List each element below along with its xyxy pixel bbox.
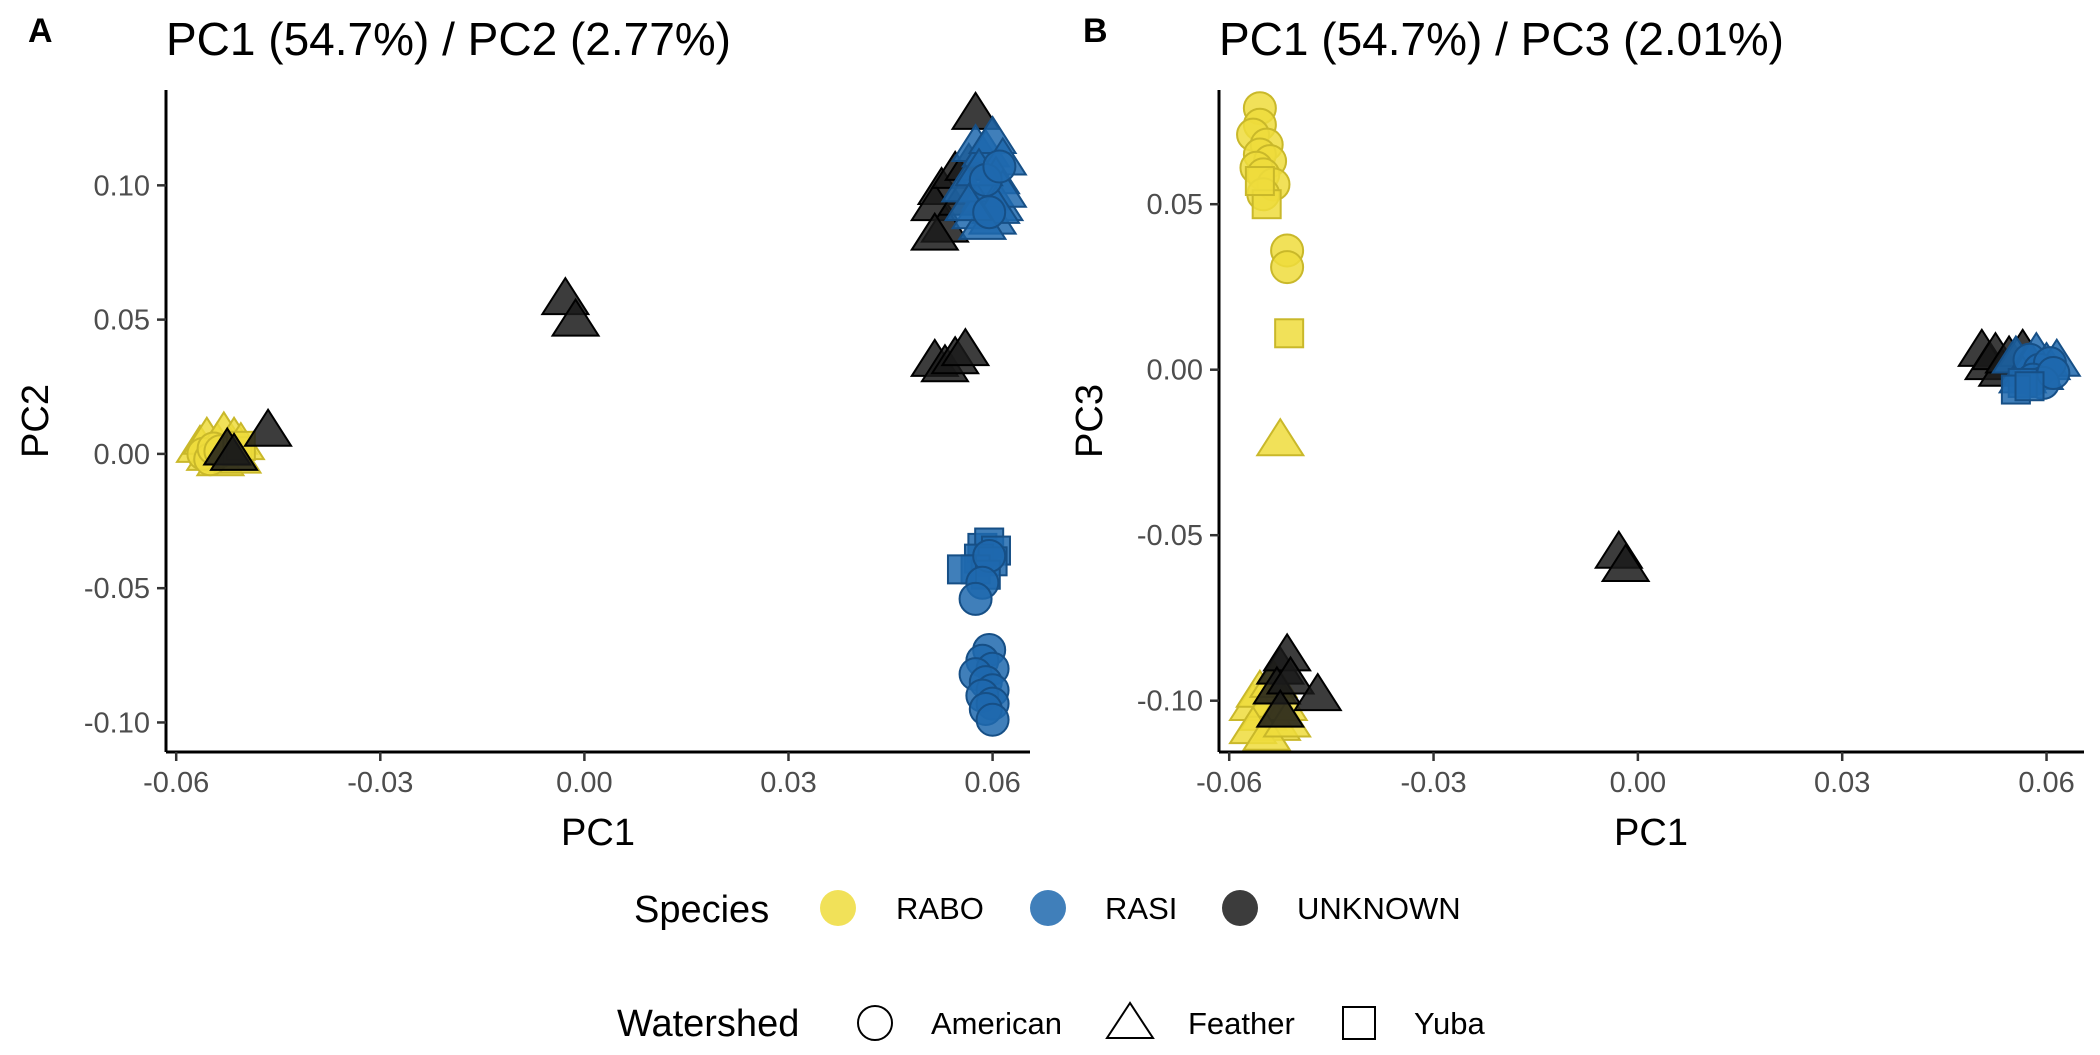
panel-a-label: A xyxy=(28,12,53,50)
legend-label-yuba: Yuba xyxy=(1414,1006,1485,1041)
panel-b-y-axis-label: PC3 xyxy=(1069,384,1111,458)
panel-b-point-unknown-triangle xyxy=(1255,688,1306,728)
legend-label-rasi: RASI xyxy=(1105,891,1177,926)
panel-a-title: PC1 (54.7%) / PC2 (2.77%) xyxy=(166,13,731,65)
panel-a-x-tick-label: 0.00 xyxy=(556,767,612,799)
panel-b-point-rabo-circle xyxy=(1270,250,1305,285)
panel-a-point-rasi-circle xyxy=(982,149,1017,184)
panel-a-point-rasi-circle xyxy=(975,702,1010,737)
panel-a-point-rasi-square xyxy=(946,554,977,585)
panel-b-y-tick-label: -0.10 xyxy=(1137,686,1203,718)
panel-b-y-tick-label: -0.05 xyxy=(1137,520,1203,552)
panel-a-y-tick-label: 0.05 xyxy=(94,305,150,337)
panel-a-x-tick-label: -0.06 xyxy=(143,767,209,799)
panel-b-x-tick-label: 0.03 xyxy=(1814,767,1870,799)
legend-label-feather: Feather xyxy=(1188,1006,1295,1041)
panel-a-y-axis-label: PC2 xyxy=(15,384,57,458)
panel-a-axes: -0.06 -0.03 0.00 0.03 0.06 -0.10 -0.05 0.00 0.05… xyxy=(84,90,1030,799)
panel-a-point-rasi-circle xyxy=(958,581,993,616)
panel-a-y-tick-label: -0.05 xyxy=(84,573,150,605)
panel-a-x-axis-label: PC1 xyxy=(561,812,635,854)
panel-b-point-unknown-triangle xyxy=(1265,655,1316,695)
legend-watershed-title: Watershed xyxy=(617,1003,799,1045)
legend-label-rabo: RABO xyxy=(896,891,984,926)
panel-a-x-tick-label: 0.03 xyxy=(760,767,816,799)
panel-a-point-unknown-triangle xyxy=(209,432,259,471)
legend-watershed: Watershed American Feather Yuba xyxy=(617,1001,1485,1045)
panel-b-y-tick-label: 0.00 xyxy=(1147,355,1203,387)
panel-b-x-axis-label: PC1 xyxy=(1614,812,1688,854)
panel-a: A PC1 (54.7%) / PC2 (2.77%) -0.06 -0.03 0.… xyxy=(15,12,1030,854)
panel-a-y-tick-label: 0.00 xyxy=(94,439,150,471)
panel-a-point-unknown-triangle xyxy=(550,297,601,337)
panel-a-x-tick-label: -0.03 xyxy=(347,767,413,799)
legend-swatch-rabo xyxy=(820,890,856,926)
legend-label-unknown: UNKNOWN xyxy=(1297,891,1461,926)
panel-b-point-unknown-triangle xyxy=(1292,672,1343,712)
panel-b-x-tick-label: -0.03 xyxy=(1400,767,1466,799)
panel-b-point-rabo-square xyxy=(1274,318,1305,349)
legend-species-title: Species xyxy=(634,889,769,931)
triangle-shape-icon xyxy=(1105,1001,1155,1039)
panel-b-point-rabo-triangle xyxy=(1255,417,1306,457)
panel-b-title: PC1 (54.7%) / PC3 (2.01%) xyxy=(1219,13,1784,65)
panel-b-marks xyxy=(1228,91,2082,751)
panel-a-point-unknown-triangle xyxy=(243,407,293,447)
panel-a-y-tick-label: -0.10 xyxy=(84,707,150,739)
panel-a-point-unknown-triangle xyxy=(940,327,991,367)
panel-b-point-rabo-square xyxy=(1244,166,1275,197)
panel-a-point-rasi-circle xyxy=(972,195,1007,230)
panel-b-label: B xyxy=(1083,12,1108,50)
legend-species: Species RABO RASI UNKNOWN xyxy=(634,889,1461,931)
panel-b-point-unknown-triangle xyxy=(1600,543,1651,582)
panel-b-x-tick-label: 0.06 xyxy=(2018,767,2074,799)
panel-b-x-tick-label: -0.06 xyxy=(1196,767,1262,799)
legend-swatch-rasi xyxy=(1030,890,1066,926)
panel-b-x-tick-label: 0.00 xyxy=(1610,767,1666,799)
circle-shape-icon xyxy=(857,1005,893,1041)
panel-a-point-unknown-triangle xyxy=(909,211,960,251)
panel-b-point-rasi-square xyxy=(2014,371,2045,402)
panel-a-y-tick-label: 0.10 xyxy=(94,170,150,202)
legend-swatch-unknown xyxy=(1222,890,1258,926)
panel-b: B PC1 (54.7%) / PC3 (2.01%) -0.06 -0.03 0.… xyxy=(1069,12,2084,854)
panel-a-marks xyxy=(175,90,1028,737)
legend-label-american: American xyxy=(931,1006,1062,1041)
panel-a-x-tick-label: 0.06 xyxy=(964,767,1020,799)
panel-b-y-tick-label: 0.05 xyxy=(1147,189,1203,221)
square-shape-icon xyxy=(1342,1006,1376,1040)
panel-b-axes: -0.06 -0.03 0.00 0.03 0.06 -0.10 -0.05 0.00 0.05 xyxy=(1137,90,2084,799)
